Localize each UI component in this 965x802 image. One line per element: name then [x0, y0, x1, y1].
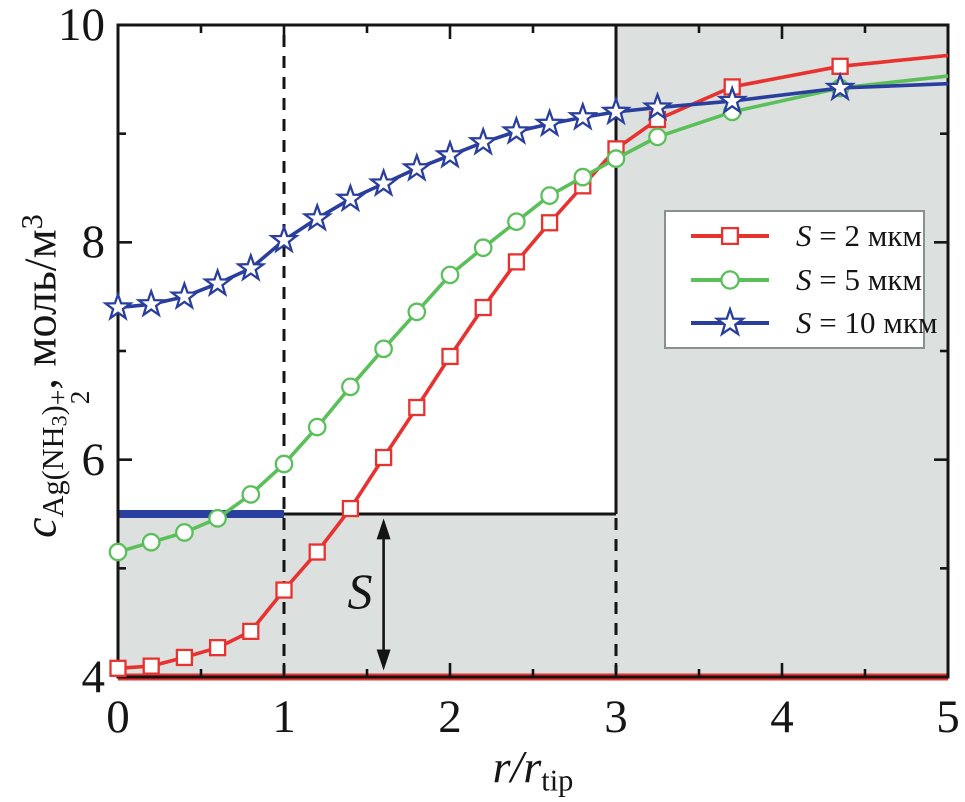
legend-swatch-square [691, 227, 769, 246]
circle-marker [241, 485, 261, 504]
star-marker [434, 138, 466, 169]
circle-marker [341, 377, 360, 397]
square-marker [109, 659, 127, 677]
y-label-units: , моль/м [14, 229, 66, 390]
star-marker [713, 305, 747, 337]
x-label-numerator: r [492, 741, 511, 792]
annotation-s-label: S [347, 563, 373, 619]
y-label-subscript-two: 2 [63, 390, 95, 405]
x-label-slash: / [510, 741, 524, 792]
circle-marker [507, 212, 526, 232]
square-marker [308, 543, 326, 561]
square-marker [341, 499, 360, 518]
square-marker [540, 214, 559, 232]
star-marker [334, 182, 367, 213]
x-tick-label: 4 [770, 691, 794, 743]
circle-marker [175, 523, 194, 542]
x-tick-label: 1 [272, 691, 296, 743]
star-marker [201, 267, 234, 297]
x-tick-label: 0 [106, 691, 130, 743]
x-axis-label: r/rtip [433, 740, 633, 799]
square-marker [275, 581, 293, 599]
star-marker [824, 71, 856, 102]
circle-marker [407, 302, 427, 322]
circle-marker [606, 149, 626, 169]
y-tick-label: 6 [81, 433, 106, 486]
square-marker [474, 298, 492, 317]
star-marker [567, 100, 599, 131]
legend-swatch-circle [691, 269, 769, 290]
legend-label-value: = 10 мкм [811, 304, 938, 340]
y-label-charge-stack: +2 [42, 390, 95, 406]
legend-label-value: = 5 мкм [811, 261, 923, 297]
legend-label: S = 10 мкм [796, 305, 938, 341]
star-marker [716, 84, 748, 115]
square-marker [175, 648, 194, 667]
legend: S = 2 мкм S = 5 мкм S = 10 мкм [664, 210, 938, 349]
circle-marker [374, 339, 393, 359]
legend-label-variable: S [796, 304, 812, 340]
y-axis-label: cAg(NH3) +2, моль/м3 [4, 26, 95, 726]
y-label-units-exponent: 3 [15, 214, 49, 230]
circle-marker [648, 127, 667, 147]
star-marker [401, 151, 433, 182]
s-arrow-head-up [376, 518, 391, 540]
x-label-denominator-subscript: tip [541, 763, 574, 798]
star-marker [467, 125, 499, 156]
square-marker [507, 253, 526, 271]
legend-item-s-10: S = 10 мкм [688, 304, 938, 342]
star-marker [168, 280, 201, 311]
circle-marker [208, 508, 227, 528]
legend-label-variable: S [796, 218, 812, 254]
square-marker [408, 398, 426, 417]
y-label-subscript: Ag(NH [36, 426, 71, 518]
legend-swatch-star [691, 305, 769, 337]
legend-item-s-5: S = 5 мкм [688, 261, 923, 299]
square-marker [142, 657, 160, 675]
star-marker [500, 115, 533, 145]
star-marker [102, 291, 134, 321]
star-marker [135, 287, 167, 318]
circle-marker [307, 417, 327, 437]
y-tick-label: 8 [81, 216, 106, 269]
circle-marker [440, 265, 460, 285]
circle-marker [573, 167, 593, 187]
shaded-region-lower-band [118, 514, 948, 677]
legend-label: S = 5 мкм [796, 262, 922, 298]
star-marker [268, 223, 300, 254]
y-label-subscript-close: ) [36, 405, 71, 416]
square-marker [441, 347, 459, 366]
circle-marker [141, 532, 161, 552]
star-marker [533, 107, 566, 138]
circle-marker [473, 238, 493, 258]
circle-marker [108, 542, 128, 562]
star-marker [301, 201, 333, 232]
star-marker [641, 91, 674, 121]
legend-item-s-2: S = 2 мкм [688, 217, 923, 255]
s-arrow-head-down [376, 649, 391, 671]
square-marker [720, 227, 740, 246]
circle-marker [540, 186, 559, 205]
x-tick-label: 5 [936, 691, 960, 743]
circle-marker [274, 454, 294, 474]
legend-label: S = 2 мкм [796, 218, 922, 254]
star-marker [367, 167, 400, 198]
x-tick-label: 2 [438, 691, 462, 743]
y-label-subsubscript: 3 [46, 415, 72, 427]
square-marker [374, 448, 393, 467]
legend-label-value: = 2 мкм [811, 218, 923, 254]
y-label-variable: c [14, 517, 66, 538]
square-marker [242, 622, 260, 641]
square-marker [208, 639, 227, 657]
star-marker [600, 95, 632, 126]
circle-marker [720, 269, 740, 290]
x-tick-label: 3 [604, 691, 628, 743]
y-tick-label: 4 [81, 651, 106, 703]
x-label-denominator: r [523, 741, 542, 792]
star-marker [235, 251, 267, 282]
y-tick-label: 10 [58, 0, 105, 51]
legend-label-variable: S [796, 261, 812, 297]
